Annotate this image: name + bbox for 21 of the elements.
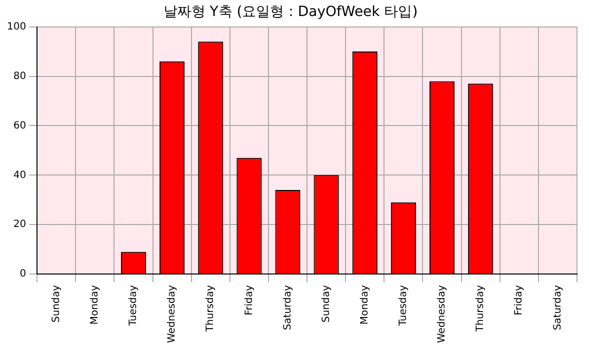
- x-tick-label: Friday: [514, 285, 525, 316]
- x-tick-label: Tuesday: [398, 285, 410, 327]
- y-tick-label: 100: [6, 21, 26, 32]
- x-tick-label: Tuesday: [128, 285, 140, 327]
- y-tick-label: 0: [20, 268, 26, 280]
- x-tick-label: Wednesday: [436, 285, 448, 344]
- x-tick-label: Thursday: [205, 285, 216, 333]
- x-tick-label: Monday: [90, 285, 101, 325]
- x-tick-label: Thursday: [475, 285, 486, 333]
- chart-title: 날짜형 Y축 (요일형 : DayOfWeek 타입): [163, 4, 418, 20]
- x-tick-label: Sunday: [50, 285, 62, 323]
- x-tick-label: Wednesday: [166, 285, 178, 344]
- y-tick-label: 60: [13, 120, 26, 132]
- y-tick-label: 80: [13, 70, 26, 82]
- x-tick-label: Friday: [244, 285, 255, 316]
- x-tick-label: Sunday: [320, 285, 332, 323]
- x-tick-label: Saturday: [552, 285, 564, 330]
- y-tick-label: 20: [13, 219, 26, 230]
- y-tick-label: 40: [13, 170, 26, 181]
- x-tick-label: Monday: [359, 285, 370, 325]
- x-tick-label: Saturday: [282, 285, 294, 330]
